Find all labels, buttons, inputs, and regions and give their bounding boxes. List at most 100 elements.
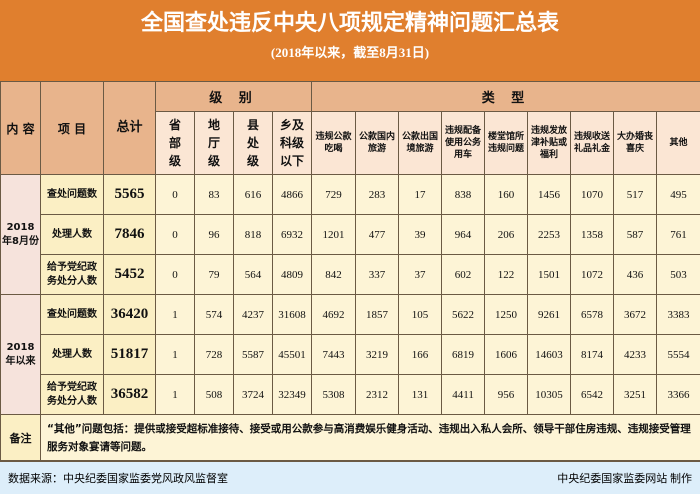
header-level-2: 县处级: [234, 112, 273, 175]
cell-value: 1: [156, 335, 195, 375]
cell-value: 39: [399, 215, 442, 255]
cell-value: 4866: [273, 175, 312, 215]
cell-value: 83: [195, 175, 234, 215]
cell-value: 5622: [442, 295, 485, 335]
cell-value: 37: [399, 255, 442, 295]
row-total: 36582: [104, 375, 156, 415]
cell-value: 1072: [571, 255, 614, 295]
cell-value: 8174: [571, 335, 614, 375]
cell-value: 5308: [312, 375, 356, 415]
cell-value: 574: [195, 295, 234, 335]
row-item: 处理人数: [41, 335, 104, 375]
cell-value: 477: [356, 215, 399, 255]
cell-value: 9261: [528, 295, 571, 335]
row-item: 给予党纪政务处分人数: [41, 375, 104, 415]
note-row: 备注“其他”问题包括：提供或接受超标准接待、接受或用公款参与高消费娱乐健身活动、…: [1, 415, 700, 461]
cell-value: 728: [195, 335, 234, 375]
row-total: 5452: [104, 255, 156, 295]
cell-value: 3251: [614, 375, 657, 415]
group-label: 2018年以来: [1, 295, 41, 415]
cell-value: 5554: [657, 335, 700, 375]
cell-value: 818: [234, 215, 273, 255]
cell-value: 283: [356, 175, 399, 215]
cell-value: 14603: [528, 335, 571, 375]
cell-value: 1501: [528, 255, 571, 295]
cell-value: 4411: [442, 375, 485, 415]
cell-value: 4809: [273, 255, 312, 295]
header-level-0: 省部级: [156, 112, 195, 175]
cell-value: 4233: [614, 335, 657, 375]
cell-value: 122: [485, 255, 528, 295]
cell-value: 3383: [657, 295, 700, 335]
row-item: 查处问题数: [41, 175, 104, 215]
cell-value: 6578: [571, 295, 614, 335]
cell-value: 6932: [273, 215, 312, 255]
cell-value: 0: [156, 255, 195, 295]
cell-value: 206: [485, 215, 528, 255]
cell-value: 2253: [528, 215, 571, 255]
header-type-0: 违规公款吃喝: [312, 112, 356, 175]
header-type-2: 公款出国境旅游: [399, 112, 442, 175]
header-total: 总计: [104, 82, 156, 175]
cell-value: 761: [657, 215, 700, 255]
cell-value: 4692: [312, 295, 356, 335]
cell-value: 503: [657, 255, 700, 295]
row-total: 5565: [104, 175, 156, 215]
row-item: 给予党纪政务处分人数: [41, 255, 104, 295]
header-item: 项 目: [41, 82, 104, 175]
cell-value: 1: [156, 375, 195, 415]
note-label: 备注: [1, 415, 41, 461]
cell-value: 3672: [614, 295, 657, 335]
header-type-6: 违规收送礼品礼金: [571, 112, 614, 175]
header-type-7: 大办婚丧喜庆: [614, 112, 657, 175]
cell-value: 4237: [234, 295, 273, 335]
cell-value: 5587: [234, 335, 273, 375]
cell-value: 842: [312, 255, 356, 295]
producer-credit: 中央纪委国家监委网站 制作: [557, 470, 692, 486]
summary-table: 内 容 项 目 总计 级 别 类 型 省部级地厅级县处级乡及科级以下违规公款吃喝…: [0, 81, 700, 461]
cell-value: 1456: [528, 175, 571, 215]
header-level-1: 地厅级: [195, 112, 234, 175]
cell-value: 1070: [571, 175, 614, 215]
footer: 数据来源：中央纪委国家监委党风政风监督室 中央纪委国家监委网站 制作: [0, 461, 700, 494]
cell-value: 6819: [442, 335, 485, 375]
cell-value: 3219: [356, 335, 399, 375]
cell-value: 508: [195, 375, 234, 415]
row-item: 查处问题数: [41, 295, 104, 335]
header-type-4: 楼堂馆所违规问题: [485, 112, 528, 175]
cell-value: 79: [195, 255, 234, 295]
cell-value: 6542: [571, 375, 614, 415]
row-total: 7846: [104, 215, 156, 255]
header-type-1: 公款国内旅游: [356, 112, 399, 175]
cell-value: 0: [156, 175, 195, 215]
cell-value: 105: [399, 295, 442, 335]
cell-value: 3724: [234, 375, 273, 415]
cell-value: 1: [156, 295, 195, 335]
cell-value: 956: [485, 375, 528, 415]
header-type-3: 违规配备使用公务用车: [442, 112, 485, 175]
header-level-3: 乡及科级以下: [273, 112, 312, 175]
note-text: “其他”问题包括：提供或接受超标准接待、接受或用公款参与高消费娱乐健身活动、违规…: [41, 415, 700, 461]
cell-value: 1358: [571, 215, 614, 255]
cell-value: 337: [356, 255, 399, 295]
cell-value: 1606: [485, 335, 528, 375]
header-content: 内 容: [1, 82, 41, 175]
cell-value: 602: [442, 255, 485, 295]
cell-value: 3366: [657, 375, 700, 415]
cell-value: 495: [657, 175, 700, 215]
page-title: 全国查处违反中央八项规定精神问题汇总表: [0, 0, 700, 38]
cell-value: 7443: [312, 335, 356, 375]
cell-value: 96: [195, 215, 234, 255]
cell-value: 436: [614, 255, 657, 295]
header-type-5: 违规发放津补贴或福利: [528, 112, 571, 175]
data-source: 数据来源：中央纪委国家监委党风政风监督室: [8, 470, 228, 486]
group-label: 2018年8月份: [1, 175, 41, 295]
cell-value: 17: [399, 175, 442, 215]
row-total: 36420: [104, 295, 156, 335]
cell-value: 517: [614, 175, 657, 215]
